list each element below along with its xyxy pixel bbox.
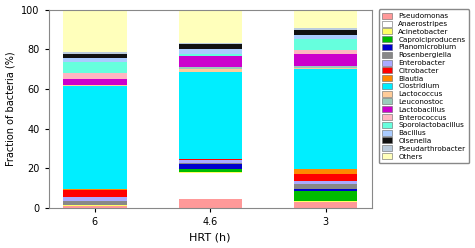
Bar (63, 197, 127, 201)
Bar (179, 169, 242, 172)
Bar (63, 205, 127, 206)
Bar (63, 73, 127, 79)
Bar (294, 39, 357, 50)
Bar (294, 174, 357, 181)
Bar (179, 56, 242, 67)
Bar (294, 54, 357, 66)
Bar (294, 69, 357, 169)
Bar (179, 49, 242, 54)
Bar (179, 54, 242, 56)
Bar (179, 72, 242, 159)
Bar (294, 202, 357, 208)
Bar (63, 85, 127, 86)
Bar (179, 163, 242, 164)
Bar (63, 52, 127, 54)
Bar (179, 173, 242, 199)
Bar (294, 50, 357, 54)
Bar (179, 44, 242, 49)
Bar (179, 43, 242, 44)
Legend: Pseudomonas, Anaerostripes, Acinetobacter, Caproiciproducens, Planomicrobium, Ro: Pseudomonas, Anaerostripes, Acinetobacte… (379, 9, 469, 163)
Bar (294, 184, 357, 189)
Bar (294, 68, 357, 69)
Bar (63, 189, 127, 190)
Bar (179, 10, 242, 43)
Bar (179, 164, 242, 169)
Y-axis label: Fraction of bacteria (%): Fraction of bacteria (%) (6, 51, 16, 166)
Bar (63, 190, 127, 197)
Bar (179, 199, 242, 208)
Bar (63, 86, 127, 189)
Bar (294, 189, 357, 191)
Bar (294, 191, 357, 201)
Bar (294, 66, 357, 68)
Bar (63, 10, 127, 52)
Bar (179, 69, 242, 72)
Bar (63, 201, 127, 205)
Bar (63, 54, 127, 58)
Bar (294, 10, 357, 28)
Bar (294, 169, 357, 174)
Bar (294, 28, 357, 30)
Bar (63, 79, 127, 85)
Bar (179, 159, 242, 160)
Bar (63, 62, 127, 73)
Bar (179, 160, 242, 163)
Bar (179, 172, 242, 173)
Bar (294, 34, 357, 39)
Bar (179, 67, 242, 69)
Bar (294, 30, 357, 34)
Bar (63, 206, 127, 208)
Bar (294, 201, 357, 202)
Bar (63, 58, 127, 62)
Bar (294, 181, 357, 184)
X-axis label: HRT (h): HRT (h) (190, 232, 231, 243)
